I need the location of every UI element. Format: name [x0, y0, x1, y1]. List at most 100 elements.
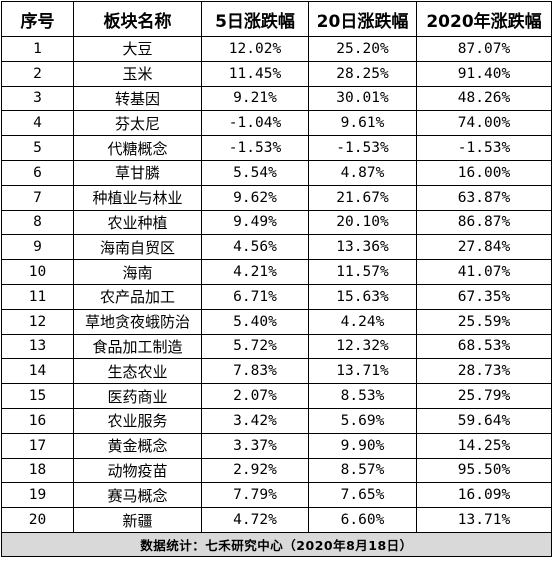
- row-index: 7: [1, 184, 74, 211]
- row-index: 15: [1, 383, 74, 409]
- table-row: 7 种植业与林业 9.62% 21.67% 63.87%: [1, 184, 552, 211]
- row-index: 16: [1, 407, 74, 434]
- row-index: 3: [1, 85, 74, 112]
- change-5day: 3.37%: [201, 432, 309, 459]
- change-20day: 13.36%: [308, 234, 417, 261]
- row-index: 2: [1, 60, 74, 87]
- change-2020: 91.40%: [416, 60, 552, 87]
- change-20day: 11.57%: [308, 259, 417, 285]
- change-2020: 59.64%: [416, 407, 552, 434]
- row-index: 20: [1, 507, 74, 533]
- change-2020: 28.73%: [416, 358, 552, 385]
- change-2020: 25.79%: [416, 383, 552, 409]
- header-5day-change: 5日涨跌幅: [201, 1, 309, 37]
- header-2020-change: 2020年涨跌幅: [416, 1, 552, 37]
- row-index: 5: [1, 135, 74, 161]
- change-5day: 9.62%: [201, 184, 309, 211]
- change-5day: 4.56%: [201, 234, 309, 261]
- change-20day: 6.60%: [308, 507, 417, 533]
- table-row: 6 草甘膦 5.54% 4.87% 16.00%: [1, 159, 552, 186]
- sector-name: 海南自贸区: [73, 234, 202, 261]
- row-index: 11: [1, 283, 74, 310]
- table-row: 13 食品加工制造 5.72% 12.32% 68.53%: [1, 333, 552, 360]
- header-index: 序号: [1, 1, 74, 37]
- change-5day: 5.72%: [201, 333, 309, 360]
- row-index: 18: [1, 457, 74, 484]
- sector-name: 芬太尼: [73, 110, 202, 137]
- change-2020: 16.00%: [416, 159, 552, 186]
- change-20day: 25.20%: [308, 36, 417, 62]
- table-row: 15 医药商业 2.07% 8.53% 25.79%: [1, 383, 552, 409]
- row-index: 14: [1, 358, 74, 385]
- change-20day: 13.71%: [308, 358, 417, 385]
- change-2020: 48.26%: [416, 85, 552, 112]
- header-row: 序号 板块名称 5日涨跌幅 20日涨跌幅 2020年涨跌幅: [1, 1, 552, 37]
- row-index: 13: [1, 333, 74, 360]
- table-row: 17 黄金概念 3.37% 9.90% 14.25%: [1, 432, 552, 459]
- sector-name: 新疆: [73, 507, 202, 533]
- sector-name: 农产品加工: [73, 283, 202, 310]
- table-row: 16 农业服务 3.42% 5.69% 59.64%: [1, 407, 552, 434]
- sector-name: 食品加工制造: [73, 333, 202, 360]
- change-5day: 4.21%: [201, 259, 309, 285]
- change-20day: 21.67%: [308, 184, 417, 211]
- change-2020: 13.71%: [416, 507, 552, 533]
- data-source-note: 数据统计：七禾研究中心（2020年8月18日）: [1, 531, 552, 557]
- change-20day: 20.10%: [308, 209, 417, 236]
- change-2020: 25.59%: [416, 308, 552, 335]
- sector-name: 赛马概念: [73, 482, 202, 509]
- sector-name: 医药商业: [73, 383, 202, 409]
- table-row: 19 赛马概念 7.79% 7.65% 16.09%: [1, 482, 552, 509]
- change-5day: 4.72%: [201, 507, 309, 533]
- change-20day: 8.53%: [308, 383, 417, 409]
- change-20day: 4.87%: [308, 159, 417, 186]
- change-20day: 9.61%: [308, 110, 417, 137]
- sector-name: 农业服务: [73, 407, 202, 434]
- change-20day: 7.65%: [308, 482, 417, 509]
- table-row: 5 代糖概念 -1.53% -1.53% -1.53%: [1, 135, 552, 161]
- change-2020: 74.00%: [416, 110, 552, 137]
- change-5day: -1.04%: [201, 110, 309, 137]
- table-row: 14 生态农业 7.83% 13.71% 28.73%: [1, 358, 552, 385]
- change-5day: 5.40%: [201, 308, 309, 335]
- change-2020: 14.25%: [416, 432, 552, 459]
- table-row: 11 农产品加工 6.71% 15.63% 67.35%: [1, 283, 552, 310]
- change-2020: 16.09%: [416, 482, 552, 509]
- row-index: 10: [1, 259, 74, 285]
- sector-name: 代糖概念: [73, 135, 202, 161]
- change-5day: 12.02%: [201, 36, 309, 62]
- header-20day-change: 20日涨跌幅: [308, 1, 417, 37]
- sector-name: 草甘膦: [73, 159, 202, 186]
- change-20day: 8.57%: [308, 457, 417, 484]
- change-20day: -1.53%: [308, 135, 417, 161]
- row-index: 4: [1, 110, 74, 137]
- sector-name: 大豆: [73, 36, 202, 62]
- table-row: 1 大豆 12.02% 25.20% 87.07%: [1, 36, 552, 62]
- change-20day: 9.90%: [308, 432, 417, 459]
- change-2020: 27.84%: [416, 234, 552, 261]
- change-2020: -1.53%: [416, 135, 552, 161]
- table-row: 8 农业种植 9.49% 20.10% 86.87%: [1, 209, 552, 236]
- change-5day: 3.42%: [201, 407, 309, 434]
- table-row: 9 海南自贸区 4.56% 13.36% 27.84%: [1, 234, 552, 261]
- table-row: 2 玉米 11.45% 28.25% 91.40%: [1, 60, 552, 87]
- change-2020: 87.07%: [416, 36, 552, 62]
- sector-name: 玉米: [73, 60, 202, 87]
- sector-name: 种植业与林业: [73, 184, 202, 211]
- sector-name: 转基因: [73, 85, 202, 112]
- sector-name: 草地贪夜蛾防治: [73, 308, 202, 335]
- sector-name: 海南: [73, 259, 202, 285]
- change-2020: 86.87%: [416, 209, 552, 236]
- row-index: 8: [1, 209, 74, 236]
- change-20day: 30.01%: [308, 85, 417, 112]
- change-5day: 9.21%: [201, 85, 309, 112]
- change-5day: 7.83%: [201, 358, 309, 385]
- table-row: 3 转基因 9.21% 30.01% 48.26%: [1, 85, 552, 112]
- change-2020: 63.87%: [416, 184, 552, 211]
- table-row: 4 芬太尼 -1.04% 9.61% 74.00%: [1, 110, 552, 137]
- change-5day: 6.71%: [201, 283, 309, 310]
- change-2020: 41.07%: [416, 259, 552, 285]
- table-row: 20 新疆 4.72% 6.60% 13.71%: [1, 507, 552, 533]
